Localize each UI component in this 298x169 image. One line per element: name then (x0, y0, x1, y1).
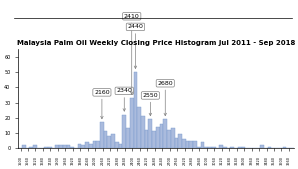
Bar (178, 135, 182, 148)
Bar (122, 115, 126, 148)
Bar (78, 144, 81, 148)
Bar (63, 145, 66, 148)
Bar (104, 131, 108, 148)
Bar (55, 145, 59, 148)
Bar (219, 145, 223, 148)
Bar (119, 144, 122, 148)
Bar (89, 144, 93, 148)
Bar (115, 142, 119, 148)
Bar (100, 122, 104, 148)
Bar (66, 145, 70, 148)
Bar (48, 147, 52, 148)
Bar (85, 142, 89, 148)
Text: 2340: 2340 (116, 88, 132, 111)
Bar (145, 130, 148, 148)
Bar (260, 145, 264, 148)
Bar (238, 147, 242, 148)
Bar (44, 147, 48, 148)
Bar (167, 130, 171, 148)
Bar (208, 147, 212, 148)
Bar (163, 119, 167, 148)
Bar (108, 136, 111, 148)
Bar (223, 147, 227, 148)
Bar (134, 72, 137, 148)
Bar (141, 116, 145, 148)
Bar (242, 147, 245, 148)
Text: 2550: 2550 (142, 93, 158, 116)
Bar (126, 128, 130, 148)
Bar (268, 147, 271, 148)
Bar (197, 147, 201, 148)
Text: 2160: 2160 (94, 90, 110, 119)
Bar (81, 145, 85, 148)
Text: 2410: 2410 (124, 14, 139, 94)
Bar (160, 124, 163, 148)
Bar (29, 147, 33, 148)
Bar (111, 135, 115, 148)
Bar (204, 147, 208, 148)
Bar (230, 147, 234, 148)
Bar (201, 142, 204, 148)
Title: Malaysia Palm Oil Weekly Closing Price Histogram Jul 2011 - Sep 2018: Malaysia Palm Oil Weekly Closing Price H… (17, 40, 295, 46)
Bar (190, 141, 193, 148)
Bar (96, 141, 100, 148)
Bar (283, 147, 286, 148)
Bar (22, 145, 26, 148)
Bar (193, 141, 197, 148)
Bar (137, 107, 141, 148)
Bar (93, 141, 96, 148)
Bar (156, 127, 160, 148)
Bar (130, 98, 134, 148)
Bar (152, 131, 156, 148)
Bar (171, 128, 175, 148)
Text: 2440: 2440 (128, 24, 143, 68)
Bar (182, 139, 186, 148)
Bar (175, 138, 178, 148)
Text: 2680: 2680 (157, 81, 173, 116)
Bar (70, 147, 74, 148)
Bar (148, 119, 152, 148)
Bar (186, 141, 190, 148)
Bar (33, 145, 37, 148)
Bar (59, 145, 63, 148)
Bar (212, 147, 215, 148)
